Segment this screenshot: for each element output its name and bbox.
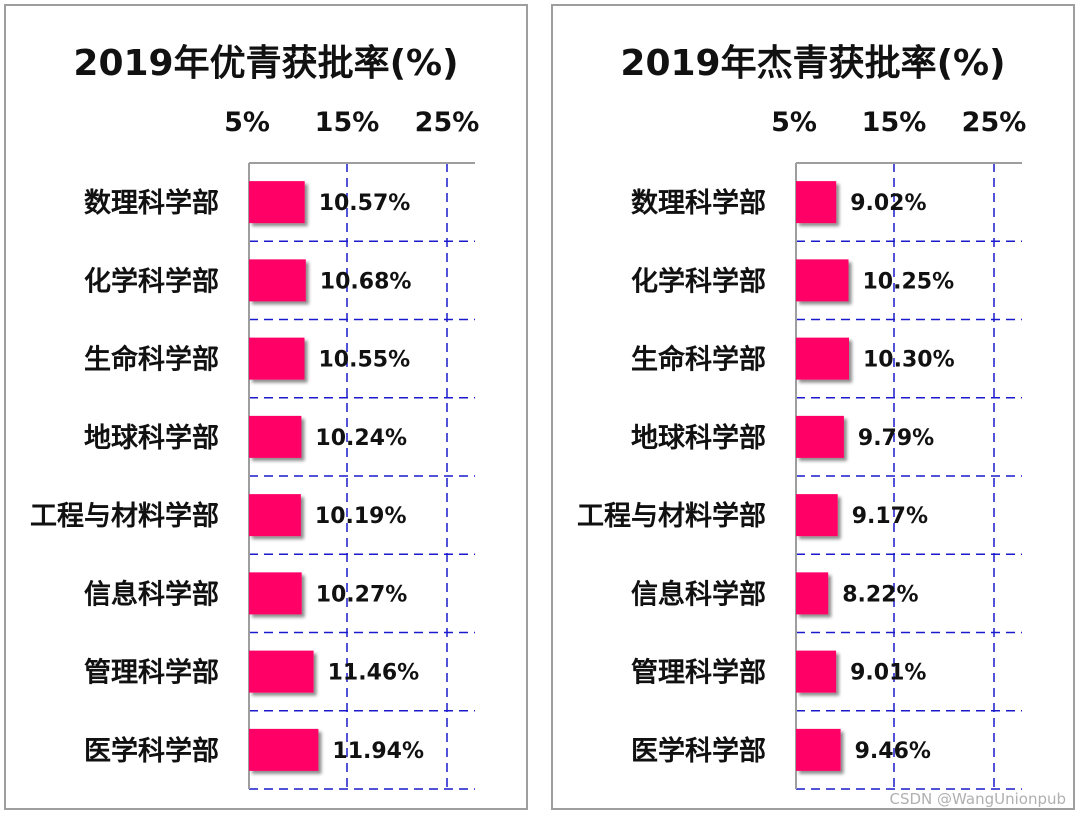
chart-panel-jieqing: 2019年杰青获批率(%) 5% 15% 25% 数理科学部 9.02% 化学科学部 10.… xyxy=(551,4,1075,810)
category-label: 数理科学部 xyxy=(84,187,219,219)
chart-panel-youqing: 2019年优青获批率(%) 5% 15% 25% 数理科学部 10.57% 化学科学部 10… xyxy=(4,4,528,810)
bar-chart-youqing: 5% 15% 25% 数理科学部 10.57% 化学科学部 10.68% 生命科学部 10.55… xyxy=(30,107,480,790)
bar xyxy=(796,337,849,380)
bar xyxy=(249,181,305,224)
data-label: 10.57% xyxy=(319,191,411,216)
data-label: 9.46% xyxy=(855,739,931,764)
data-label: 9.17% xyxy=(852,504,928,529)
bar xyxy=(249,415,302,458)
category-label: 化学科学部 xyxy=(631,265,766,297)
category-label: 信息科学部 xyxy=(84,578,219,610)
data-label: 11.46% xyxy=(328,661,420,686)
bar xyxy=(796,415,844,458)
bar xyxy=(249,572,302,615)
data-label: 9.79% xyxy=(858,426,934,451)
category-label: 信息科学部 xyxy=(631,578,766,610)
category-label: 工程与材料学部 xyxy=(577,500,766,532)
data-label: 10.25% xyxy=(863,269,955,294)
x-tick-label: 5% xyxy=(224,107,270,138)
category-label: 生命科学部 xyxy=(631,344,766,376)
x-tick-label: 5% xyxy=(771,107,817,138)
chart-title: 2019年杰青获批率(%) xyxy=(620,43,1006,84)
category-label: 化学科学部 xyxy=(84,265,219,297)
data-label: 11.94% xyxy=(332,739,424,764)
bar xyxy=(249,337,305,380)
category-label: 管理科学部 xyxy=(84,657,219,689)
category-label: 地球科学部 xyxy=(631,422,766,454)
x-tick-label: 15% xyxy=(315,107,380,138)
chart-title: 2019年优青获批率(%) xyxy=(73,43,459,84)
bar xyxy=(249,728,319,771)
data-label: 10.24% xyxy=(315,426,407,451)
x-tick-label: 15% xyxy=(862,107,927,138)
x-tick-label: 25% xyxy=(415,107,480,138)
data-label: 10.30% xyxy=(863,348,955,373)
category-label: 管理科学部 xyxy=(631,657,766,689)
bar xyxy=(796,181,837,224)
x-tick-label: 25% xyxy=(962,107,1027,138)
category-label: 生命科学部 xyxy=(84,344,219,376)
category-label: 医学科学部 xyxy=(84,735,219,767)
category-label: 工程与材料学部 xyxy=(30,500,219,532)
data-label: 10.19% xyxy=(315,504,407,529)
category-label: 医学科学部 xyxy=(631,735,766,767)
bar-chart-jieqing: 5% 15% 25% 数理科学部 9.02% 化学科学部 10.25% 生命科学部 10.30%… xyxy=(577,107,1027,790)
watermark: CSDN @WangUnionpub xyxy=(889,790,1066,808)
bar xyxy=(796,572,829,615)
data-label: 10.27% xyxy=(316,582,408,607)
data-label: 9.02% xyxy=(850,191,926,216)
data-label: 10.68% xyxy=(320,269,412,294)
data-label: 9.01% xyxy=(850,661,926,686)
category-label: 数理科学部 xyxy=(631,187,766,219)
bar xyxy=(796,494,838,537)
bar xyxy=(796,728,841,771)
bar xyxy=(249,494,301,537)
data-label: 10.55% xyxy=(319,348,411,373)
bar xyxy=(249,650,314,693)
bar xyxy=(796,259,849,302)
bar xyxy=(249,259,306,302)
bar xyxy=(796,650,837,693)
data-label: 8.22% xyxy=(842,582,918,607)
category-label: 地球科学部 xyxy=(84,422,219,454)
